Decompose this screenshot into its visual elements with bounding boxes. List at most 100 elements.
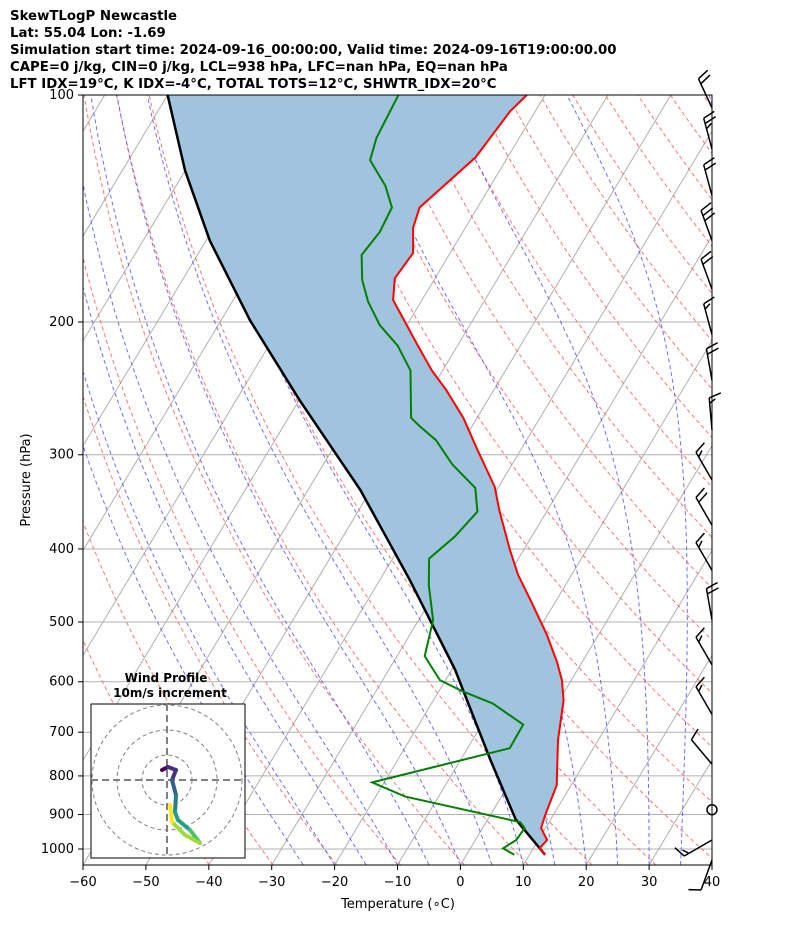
wind-barb [695, 676, 713, 715]
title: SkewTLogP Newcastle [10, 9, 178, 24]
wind-barbs [674, 69, 722, 891]
barb-feather [703, 110, 715, 119]
wind-barb [702, 157, 717, 196]
barb-feather [698, 540, 703, 548]
hodograph-segment [168, 803, 174, 824]
barb-feather [702, 207, 714, 217]
y-tick-label: 500 [49, 615, 74, 630]
barb-feather [695, 676, 705, 688]
barb-feather [690, 728, 699, 741]
x-tick-label: −20 [321, 875, 348, 890]
barb-feather [695, 532, 705, 544]
hodograph-subtitle: 10m/s increment [113, 686, 227, 700]
figure-header: SkewTLogP Newcastle Lat: 55.04 Lon: -1.6… [10, 8, 617, 93]
isotherm [711, 864, 712, 865]
barb-feather [702, 255, 714, 265]
y-tick-label: 900 [49, 807, 74, 822]
barb-feather [704, 115, 717, 125]
y-tick-label: 200 [49, 315, 74, 330]
wind-barb [695, 627, 713, 666]
y-tick-label: 600 [49, 675, 74, 690]
moist-adiabat [182, 95, 524, 865]
dry-adiabat [736, 95, 794, 865]
barb-feather [698, 684, 703, 692]
barb-staff [700, 859, 713, 891]
moist-adiabat [708, 95, 712, 865]
wind-barb [700, 202, 716, 241]
barb-feather [706, 342, 718, 350]
barb-feather [704, 162, 717, 171]
barb-feather [704, 303, 711, 310]
hodograph-segment [170, 820, 187, 837]
moist-adiabat [83, 181, 398, 865]
location: Lat: 55.04 Lon: -1.69 [10, 26, 166, 41]
moist-adiabat [83, 369, 336, 865]
hodograph-segment [183, 833, 202, 845]
barb-feather [697, 69, 709, 80]
profiles [166, 95, 565, 856]
dry-adiabat [83, 394, 338, 865]
dry-adiabat [474, 95, 712, 439]
x-tick-label: −30 [258, 875, 285, 890]
stability-indices: LFT IDX=19°C, K IDX=-4°C, TOTAL TOTS=12°… [10, 77, 497, 92]
hodograph-segment [176, 818, 192, 832]
hodograph-segment [173, 793, 178, 814]
isotherm [585, 654, 712, 865]
x-tick-label: −60 [69, 875, 96, 890]
x-tick-label: 30 [641, 875, 658, 890]
barb-feather [674, 847, 685, 857]
x-tick-label: −50 [132, 875, 159, 890]
wind-barb [674, 839, 713, 857]
dry-adiabat [637, 95, 712, 201]
isotherm [83, 95, 231, 342]
dry-adiabat [311, 95, 712, 694]
x-axis-label: Temperature (∘C) [340, 897, 455, 912]
moist-adiabat [116, 95, 461, 865]
wind-barb-calm [706, 803, 718, 816]
temperature-line [392, 95, 565, 856]
isotherm [83, 95, 169, 237]
dry-adiabat [344, 95, 712, 641]
dry-adiabat [768, 95, 794, 865]
hodograph [91, 704, 245, 858]
barb-feather [700, 202, 712, 212]
hodograph-title: Wind Profile [125, 671, 208, 685]
x-tick-label: 0 [456, 875, 464, 890]
y-axis-label: Pressure (hPa) [19, 433, 34, 526]
wind-barb [705, 581, 719, 621]
hodograph-segment [170, 778, 178, 797]
barb-feather [695, 627, 705, 638]
dry-adiabat [181, 95, 657, 865]
moist-adiabat [83, 444, 304, 865]
isotherm [271, 130, 712, 865]
barb-feather [700, 250, 712, 260]
y-tick-label: 300 [49, 448, 74, 463]
isotherm [648, 759, 712, 865]
times: Simulation start time: 2024-09-16_00:00:… [10, 43, 617, 58]
dry-adiabat [539, 95, 712, 342]
y-tick-label: 100 [49, 88, 74, 103]
barb-feather [682, 849, 690, 854]
wind-barb [695, 532, 713, 571]
dry-adiabat [702, 95, 712, 109]
wind-barb [702, 296, 715, 336]
y-tick-label: 1000 [41, 842, 74, 857]
wind-barb [702, 110, 717, 150]
barb-feather [703, 296, 715, 305]
wind-barb [688, 859, 713, 891]
cape-indices: CAPE=0 j/kg, CIN=0 j/kg, LCL=938 hPa, LF… [10, 60, 508, 75]
parcel-profile-line [166, 95, 547, 856]
barb-feather [695, 487, 705, 498]
isotherm [522, 549, 712, 865]
x-tick-label: −10 [384, 875, 411, 890]
x-tick-label: 10 [515, 875, 532, 890]
dry-adiabat [376, 95, 712, 589]
isotherm [334, 235, 712, 865]
moist-adiabat [443, 95, 650, 865]
barb-feather [698, 492, 708, 503]
dry-adiabat [116, 95, 529, 865]
barb-feather [704, 212, 716, 222]
